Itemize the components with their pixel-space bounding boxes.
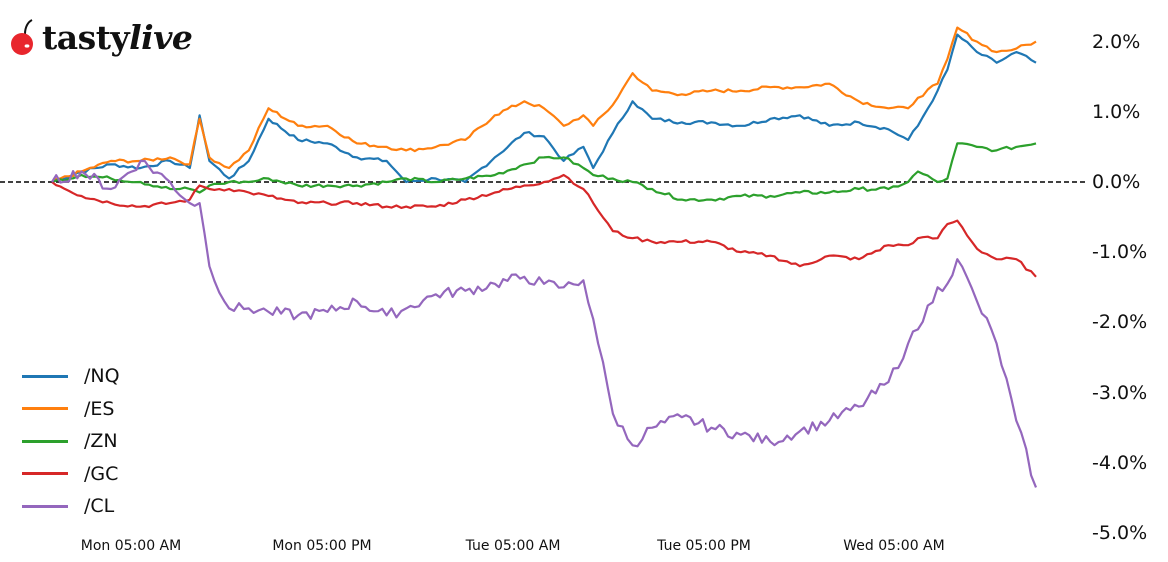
- series-line-gc: [51, 173, 1037, 278]
- y-tick-label: -4.0%: [1092, 451, 1148, 474]
- legend-item-cl: /CL: [22, 490, 120, 523]
- x-tick-label: Tue 05:00 PM: [657, 538, 751, 554]
- x-tick-label: Wed 05:00 AM: [843, 538, 945, 554]
- x-tick-label: Mon 05:00 AM: [80, 538, 182, 554]
- legend-item-zn: /ZN: [22, 425, 120, 458]
- legend-item-gc: /GC: [22, 458, 120, 491]
- brand-wordmark: tastylive: [42, 17, 193, 57]
- y-tick-label: 0.0%: [1092, 171, 1141, 193]
- legend-label: /GC: [84, 462, 119, 485]
- x-tick-label: Mon 05:00 PM: [272, 538, 372, 554]
- series-line-zn: [51, 142, 1037, 202]
- brand-name-part1: tasty: [42, 17, 130, 57]
- series-line-cl: [51, 159, 1038, 488]
- cherry-icon: [11, 19, 33, 55]
- y-tick-label: -1.0%: [1092, 241, 1148, 264]
- x-tick-label: Tue 05:00 AM: [465, 538, 561, 554]
- brand-logo: tastylive: [8, 12, 193, 62]
- legend-line-swatch-icon: [22, 407, 68, 411]
- legend-line-swatch-icon: [22, 472, 68, 476]
- series-line-nq: [51, 33, 1037, 184]
- legend-label: /ZN: [84, 430, 118, 453]
- legend-line-swatch-icon: [22, 439, 68, 443]
- chart-legend: /NQ/ES/ZN/GC/CL: [22, 360, 120, 523]
- legend-line-swatch-icon: [22, 374, 68, 378]
- y-tick-label: -3.0%: [1092, 381, 1148, 404]
- legend-line-swatch-icon: [22, 504, 68, 508]
- legend-item-nq: /NQ: [22, 360, 120, 393]
- y-tick-label: -2.0%: [1092, 311, 1148, 334]
- series-line-es: [51, 26, 1037, 183]
- legend-label: /NQ: [84, 365, 120, 388]
- y-tick-label: 2.0%: [1092, 30, 1141, 53]
- legend-label: /CL: [84, 495, 115, 518]
- legend-label: /ES: [84, 397, 115, 420]
- y-tick-label: -5.0%: [1092, 522, 1148, 544]
- brand-name-part2: live: [129, 17, 193, 57]
- y-tick-label: 1.0%: [1092, 100, 1141, 123]
- legend-item-es: /ES: [22, 393, 120, 426]
